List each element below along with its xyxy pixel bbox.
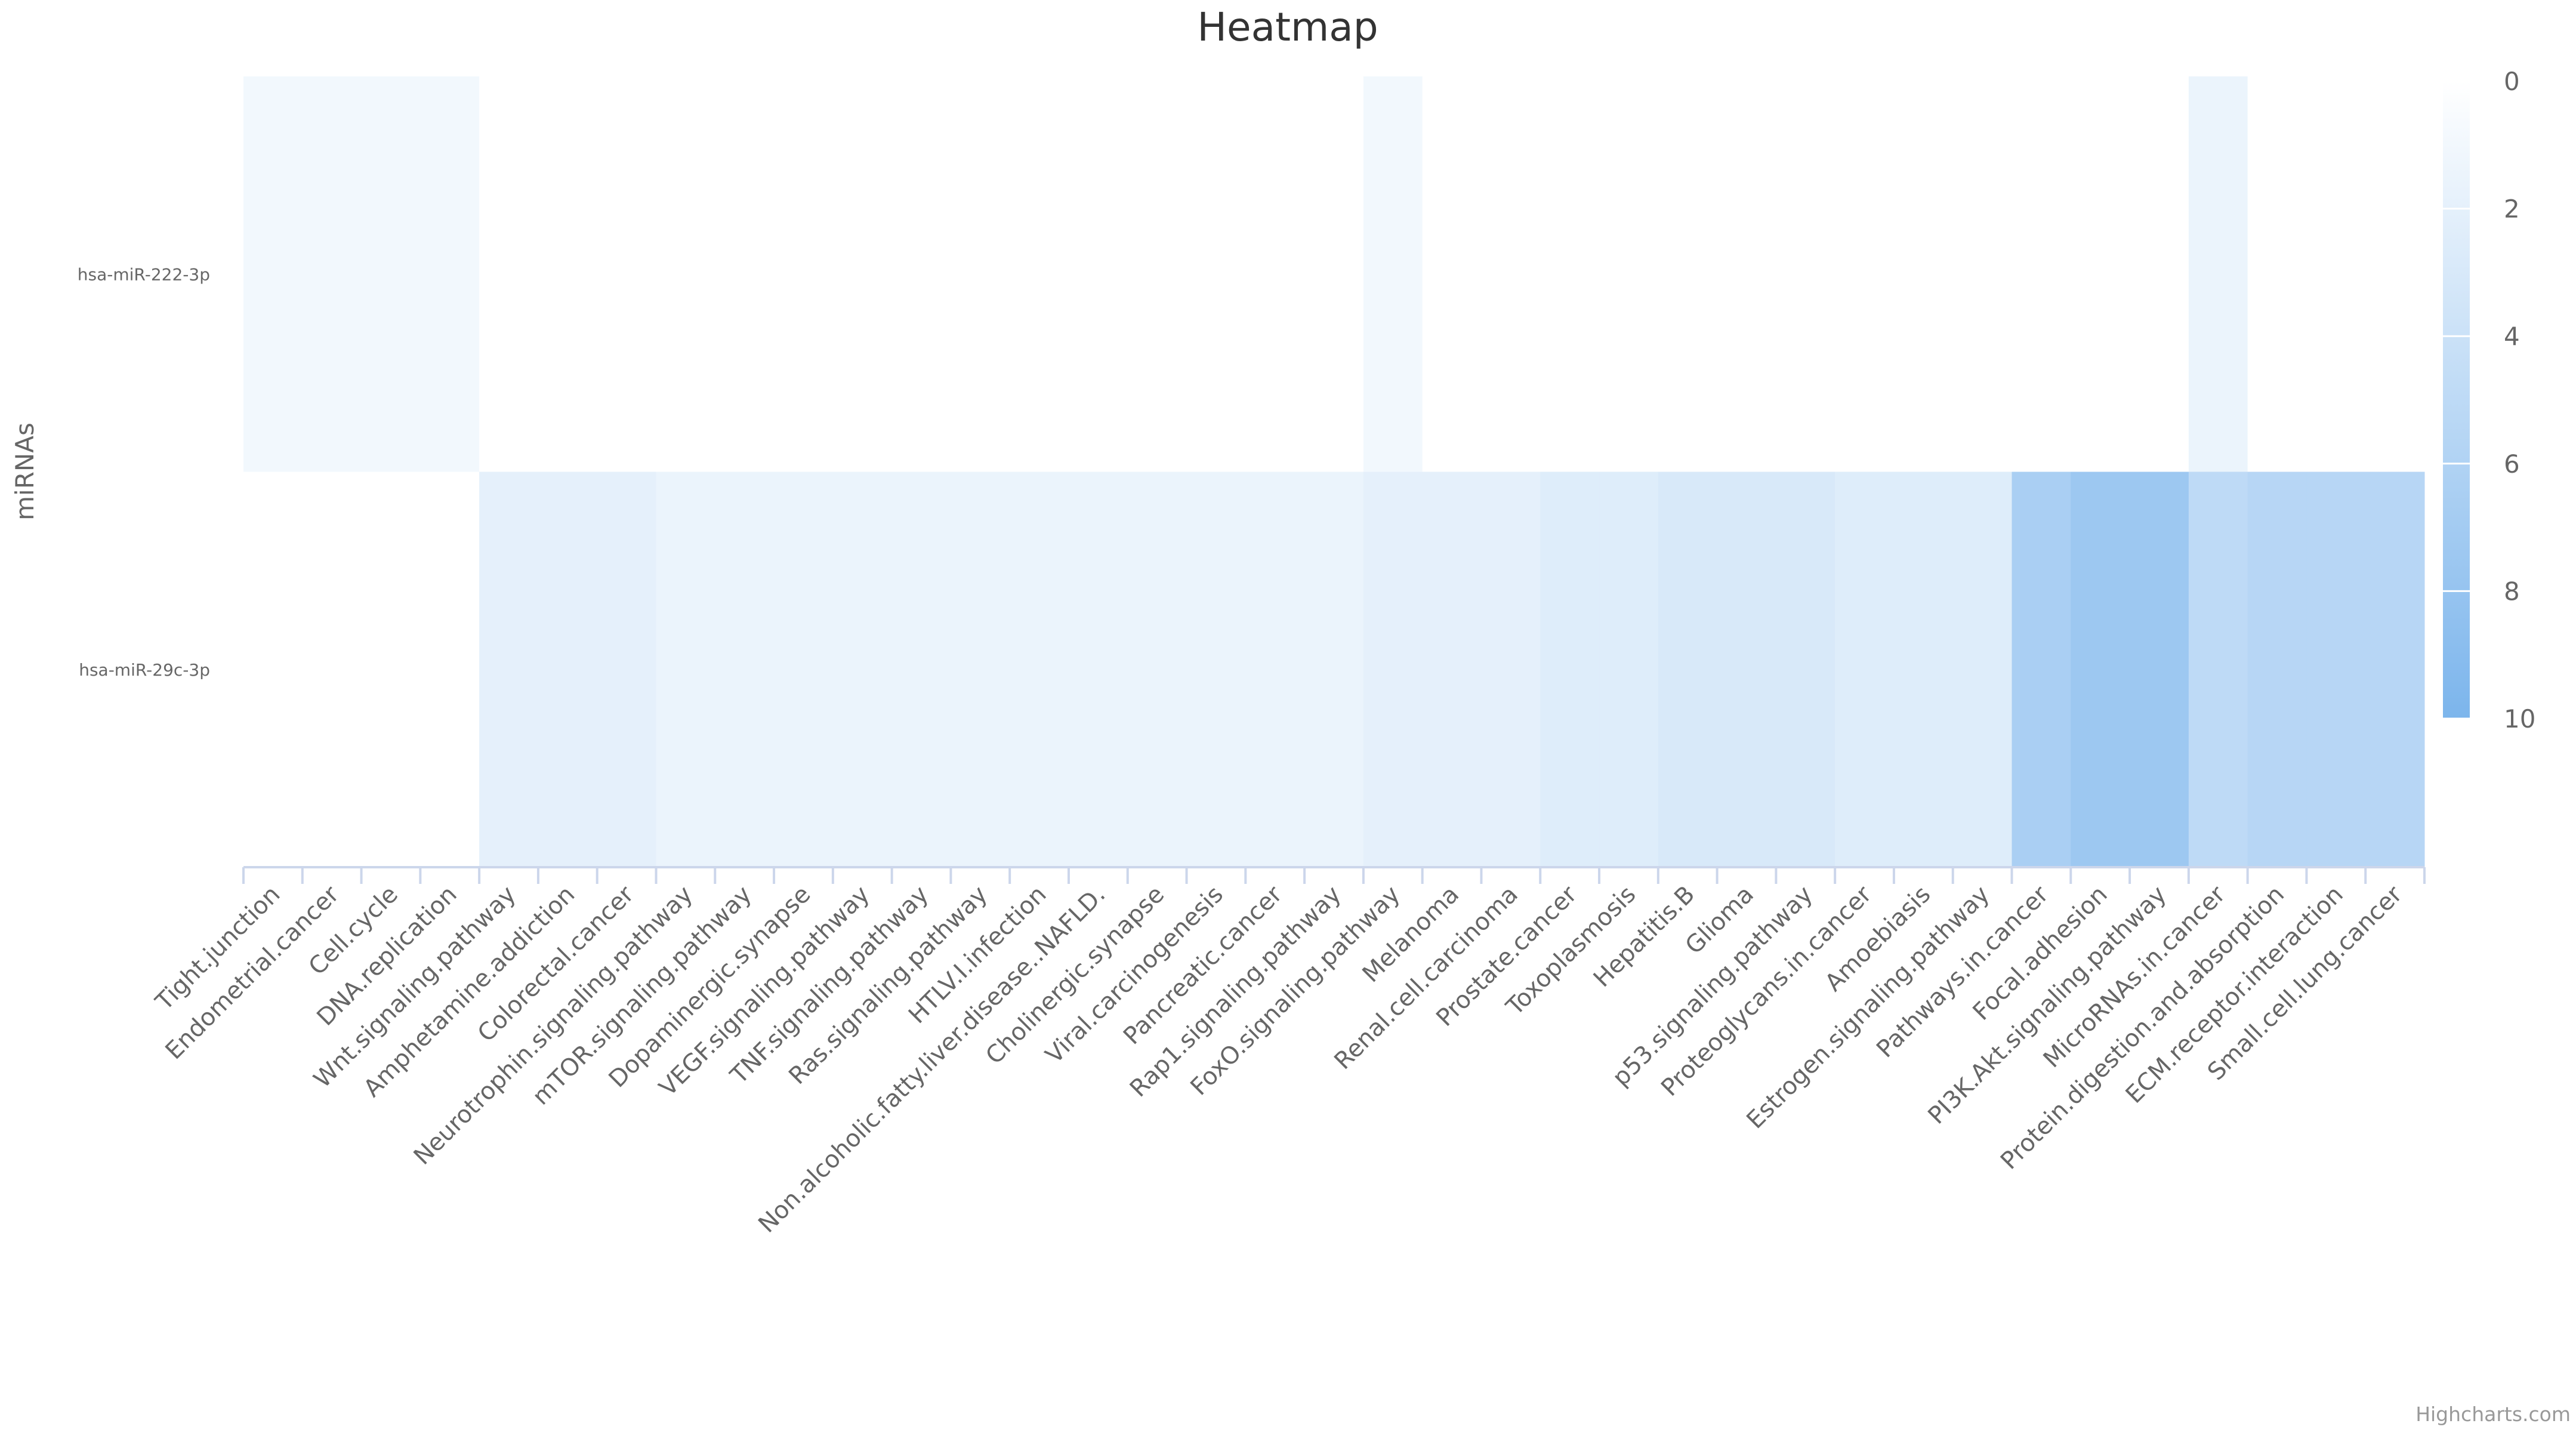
heatmap-cell[interactable] [1422, 471, 1482, 868]
heatmap-cell[interactable] [891, 76, 951, 472]
heatmap-cell[interactable] [1540, 471, 1600, 868]
heatmap-cell[interactable] [1304, 471, 1364, 868]
heatmap-cell[interactable] [1010, 471, 1069, 868]
credits-link[interactable]: Highcharts.com [2415, 1403, 2571, 1426]
heatmap-cell[interactable] [2365, 471, 2425, 868]
heatmap-cell[interactable] [2247, 76, 2307, 472]
heatmap-cell[interactable] [538, 471, 598, 868]
x-axis-labels: Tight.junctionEndometrial.cancerCell.cyc… [150, 880, 2408, 1238]
heatmap-cell[interactable] [832, 471, 893, 868]
heatmap-cell[interactable] [1127, 76, 1187, 472]
y-axis-title: miRNAs [10, 423, 39, 520]
heatmap-cell[interactable] [2365, 76, 2425, 472]
heatmap-cell[interactable] [1245, 471, 1305, 868]
heatmap-cell[interactable] [656, 76, 715, 472]
heatmap-cell[interactable] [420, 471, 480, 868]
heatmap-cell[interactable] [1481, 76, 1541, 472]
heatmap-cell[interactable] [1481, 471, 1541, 868]
heatmap-cell[interactable] [2071, 76, 2130, 472]
heatmap-cell[interactable] [243, 471, 303, 868]
legend-tick-label: 8 [2504, 577, 2520, 606]
heatmap-cell[interactable] [2306, 76, 2366, 472]
heatmap-cell[interactable] [2306, 471, 2366, 868]
heatmap-cell[interactable] [479, 471, 539, 868]
heatmap-cell[interactable] [538, 76, 598, 472]
heatmap-cell[interactable] [1245, 76, 1305, 472]
heatmap-cell[interactable] [1952, 76, 2013, 472]
heatmap-cell[interactable] [1717, 471, 1776, 868]
heatmap-cell[interactable] [302, 471, 362, 868]
color-legend-ticks: 0 2 4 6 8 10 [2443, 67, 2535, 734]
heatmap-cell[interactable] [1893, 471, 1954, 868]
heatmap-cell[interactable] [361, 76, 421, 472]
heatmap-cell[interactable] [1893, 76, 1954, 472]
heatmap-cell[interactable] [302, 76, 362, 472]
legend-tick-label: 0 [2504, 67, 2520, 96]
heatmap-cell[interactable] [774, 76, 834, 472]
y-tick-label: hsa-miR-29c-3p [79, 660, 210, 680]
heatmap-cell[interactable] [715, 76, 775, 472]
legend-tick-label: 4 [2504, 322, 2520, 351]
heatmap-cell[interactable] [1599, 76, 1659, 472]
heatmap-cell[interactable] [951, 76, 1010, 472]
heatmap-cell[interactable] [1186, 471, 1246, 868]
heatmap-cell[interactable] [420, 76, 480, 472]
heatmap-cell[interactable] [1186, 76, 1246, 472]
heatmap-cell[interactable] [597, 76, 656, 472]
y-axis-labels: hsa-miR-222-3p hsa-miR-29c-3p [78, 264, 210, 680]
color-legend-bar [2443, 81, 2470, 719]
legend-tick-label: 6 [2504, 449, 2520, 479]
heatmap-cell[interactable] [1010, 76, 1069, 472]
y-tick-label: hsa-miR-222-3p [78, 264, 210, 284]
heatmap-cell[interactable] [1363, 76, 1423, 472]
heatmap-cell[interactable] [243, 76, 303, 472]
heatmap-cell[interactable] [1776, 76, 1835, 472]
heatmap-cell[interactable] [1068, 471, 1128, 868]
heatmap-cell[interactable] [1658, 471, 1718, 868]
heatmap-cell[interactable] [1363, 471, 1423, 868]
heatmap-cell[interactable] [1422, 76, 1482, 472]
heatmap-cell[interactable] [715, 471, 775, 868]
x-axis-ticks [242, 867, 2426, 884]
heatmap-cell[interactable] [361, 471, 421, 868]
heatmap-cell[interactable] [1127, 471, 1187, 868]
heatmap-cell[interactable] [1952, 471, 2013, 868]
heatmap-cell[interactable] [1835, 471, 1895, 868]
legend-tick-label: 10 [2504, 704, 2535, 734]
heatmap-cell[interactable] [656, 471, 715, 868]
heatmap-cell[interactable] [2012, 76, 2071, 472]
heatmap-cell[interactable] [891, 471, 951, 868]
heatmap-cell[interactable] [2012, 471, 2071, 868]
heatmap-cell[interactable] [2188, 471, 2248, 868]
heatmap-cell[interactable] [1776, 471, 1835, 868]
heatmap-cell[interactable] [832, 76, 893, 472]
heatmap-cell[interactable] [951, 471, 1010, 868]
heatmap-cell[interactable] [1717, 76, 1776, 472]
legend-tick-label: 2 [2504, 195, 2520, 224]
heatmap-cell[interactable] [2188, 76, 2248, 472]
heatmap-cells [243, 76, 2425, 868]
heatmap-cell[interactable] [1304, 76, 1364, 472]
heatmap-cell[interactable] [774, 471, 834, 868]
heatmap-cell[interactable] [1068, 76, 1128, 472]
heatmap-cell[interactable] [1599, 471, 1659, 868]
heatmap-cell[interactable] [2130, 471, 2189, 868]
heatmap-cell[interactable] [1835, 76, 1895, 472]
heatmap-cell[interactable] [1658, 76, 1718, 472]
chart-title: Heatmap [1197, 4, 1378, 50]
heatmap-cell[interactable] [2247, 471, 2307, 868]
heatmap-cell[interactable] [479, 76, 539, 472]
heatmap-cell[interactable] [2130, 76, 2189, 472]
heatmap-cell[interactable] [2071, 471, 2130, 868]
heatmap-cell[interactable] [597, 471, 656, 868]
heatmap-cell[interactable] [1540, 76, 1600, 472]
